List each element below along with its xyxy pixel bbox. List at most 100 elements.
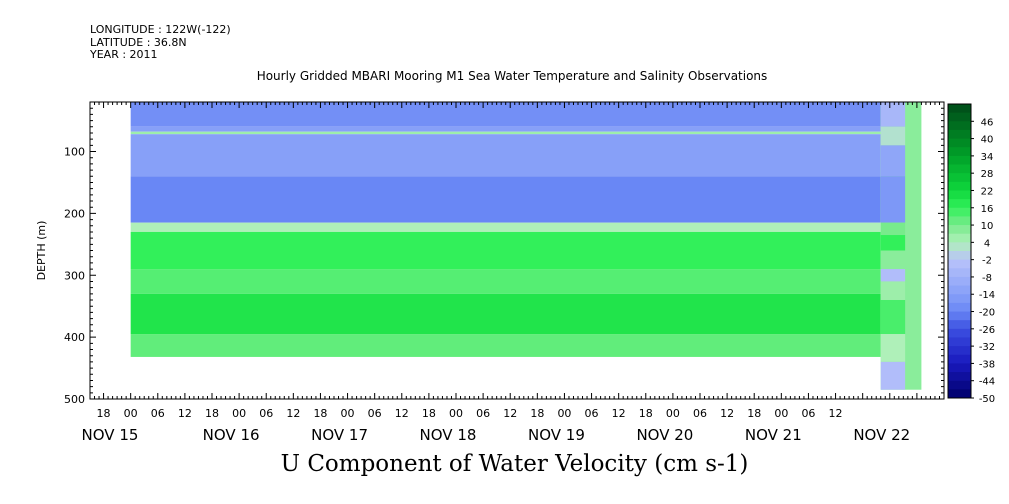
date-label: NOV 20: [636, 426, 693, 444]
x-axis-title: U Component of Water Velocity (cm s-1): [280, 451, 749, 477]
colorbar-swatch: [948, 251, 971, 261]
colorbar-label: -26: [979, 325, 995, 336]
hour-tick-label: 06: [476, 407, 490, 420]
hour-tick-label: 18: [530, 407, 544, 420]
trailing-patch-5: [880, 235, 906, 251]
hour-tick-label: 12: [720, 407, 734, 420]
colorbar-swatch: [948, 242, 971, 252]
trailing-patch-1: [880, 126, 906, 146]
hour-tick-label: 18: [422, 407, 436, 420]
date-label: NOV 16: [203, 426, 260, 444]
colorbar-swatch: [948, 294, 971, 304]
colorbar-swatch: [948, 164, 971, 174]
y-tick-label: 300: [64, 269, 85, 282]
colorbar-swatch: [948, 311, 971, 321]
trailing-patch-9: [880, 300, 906, 335]
colorbar-label: 28: [981, 169, 994, 180]
colorbar-label: 4: [984, 238, 990, 249]
metadata-block: LONGITUDE : 122W(-122) LATITUDE : 36.8N …: [90, 23, 231, 62]
colorbar-swatch: [948, 112, 971, 122]
depth-band-8: [130, 293, 881, 335]
colorbar-label: -14: [979, 290, 995, 301]
hour-tick-label: 06: [368, 407, 382, 420]
colorbar-swatch: [948, 380, 971, 390]
year-label: YEAR : 2011: [90, 48, 158, 61]
hour-tick-label: 00: [124, 407, 138, 420]
depth-band-1: [130, 126, 881, 132]
date-label: NOV 18: [420, 426, 477, 444]
colorbar-swatch: [948, 129, 971, 140]
colorbar-swatch: [948, 104, 971, 114]
hour-tick-label: 18: [205, 407, 219, 420]
colorbar-swatch: [948, 320, 971, 330]
hour-tick-label: 06: [151, 407, 165, 420]
colorbar-swatch: [948, 372, 971, 382]
hour-tick-label: 00: [341, 407, 355, 420]
hour-tick-label: 18: [639, 407, 653, 420]
depth-band-4: [130, 176, 881, 223]
hour-tick-label: 12: [178, 407, 192, 420]
hour-tick-label: 18: [313, 407, 327, 420]
colorbar-swatch: [948, 268, 971, 278]
depth-band-3: [130, 134, 881, 177]
colorbar-swatch: [948, 346, 971, 356]
trailing-patch-7: [880, 269, 906, 282]
colorbar-label: 10: [981, 221, 994, 232]
colorbar-label: -32: [979, 342, 995, 353]
colorbar-swatch: [948, 138, 971, 148]
y-tick-label: 200: [64, 207, 85, 220]
colorbar-swatch: [948, 363, 971, 373]
chart-title: Hourly Gridded MBARI Mooring M1 Sea Wate…: [256, 69, 768, 83]
hour-tick-label: 00: [774, 407, 788, 420]
colorbar-swatch: [948, 302, 971, 313]
trailing-patch-3: [880, 176, 906, 223]
depth-band-0: [130, 102, 881, 127]
colorbar-label: -44: [979, 377, 995, 388]
colorbar-swatch: [948, 285, 971, 295]
depth-band-5: [130, 222, 881, 232]
colorbar-swatch: [948, 121, 971, 131]
trailing-patch-11: [880, 361, 906, 390]
colorbar-label: -50: [979, 394, 995, 405]
date-label: NOV 19: [528, 426, 585, 444]
date-label: NOV 22: [853, 426, 910, 444]
colorbar-frame: [947, 103, 972, 399]
depth-band-6: [130, 231, 881, 270]
colorbar-label: 40: [981, 135, 994, 146]
y-tick-label: 500: [64, 393, 85, 406]
colorbar-swatch: [948, 216, 971, 226]
depth-band-7: [130, 269, 881, 294]
latitude-label: LATITUDE : 36.8N: [90, 35, 187, 49]
colorbar-label: -8: [982, 273, 992, 284]
y-tick-label: 100: [64, 146, 85, 159]
y-axis-ticks: [90, 101, 944, 400]
trailing-patch-10: [880, 334, 906, 362]
depth-band-2: [130, 131, 881, 135]
hour-tick-label: 12: [612, 407, 626, 420]
colorbar-swatch: [948, 155, 971, 166]
hour-tick-label: 00: [557, 407, 571, 420]
x-axis-ticks: [89, 102, 945, 399]
colorbar-swatch: [948, 276, 971, 287]
hour-tick-label: 06: [259, 407, 273, 420]
hour-tick-label: 18: [97, 407, 111, 420]
colorbar-label: 22: [981, 186, 994, 197]
hour-tick-label: 06: [585, 407, 599, 420]
colorbar-swatch: [948, 225, 971, 235]
hour-tick-label: 12: [829, 407, 843, 420]
date-label: NOV 21: [745, 426, 802, 444]
hour-tick-label: 12: [395, 407, 409, 420]
trailing-patch-2: [880, 145, 906, 177]
hour-tick-label: 00: [449, 407, 463, 420]
hour-tick-label: 06: [693, 407, 707, 420]
trailing-patch-6: [880, 250, 906, 270]
y-tick-label: 400: [64, 331, 85, 344]
trailing-patch-4: [880, 222, 906, 236]
trailing-patch-8: [880, 281, 906, 300]
depth-band-9: [130, 334, 881, 357]
colorbar-swatch: [948, 147, 971, 157]
colorbar-swatch: [948, 173, 971, 183]
colorbar-swatch: [948, 233, 971, 243]
colorbar-swatch: [948, 199, 971, 209]
